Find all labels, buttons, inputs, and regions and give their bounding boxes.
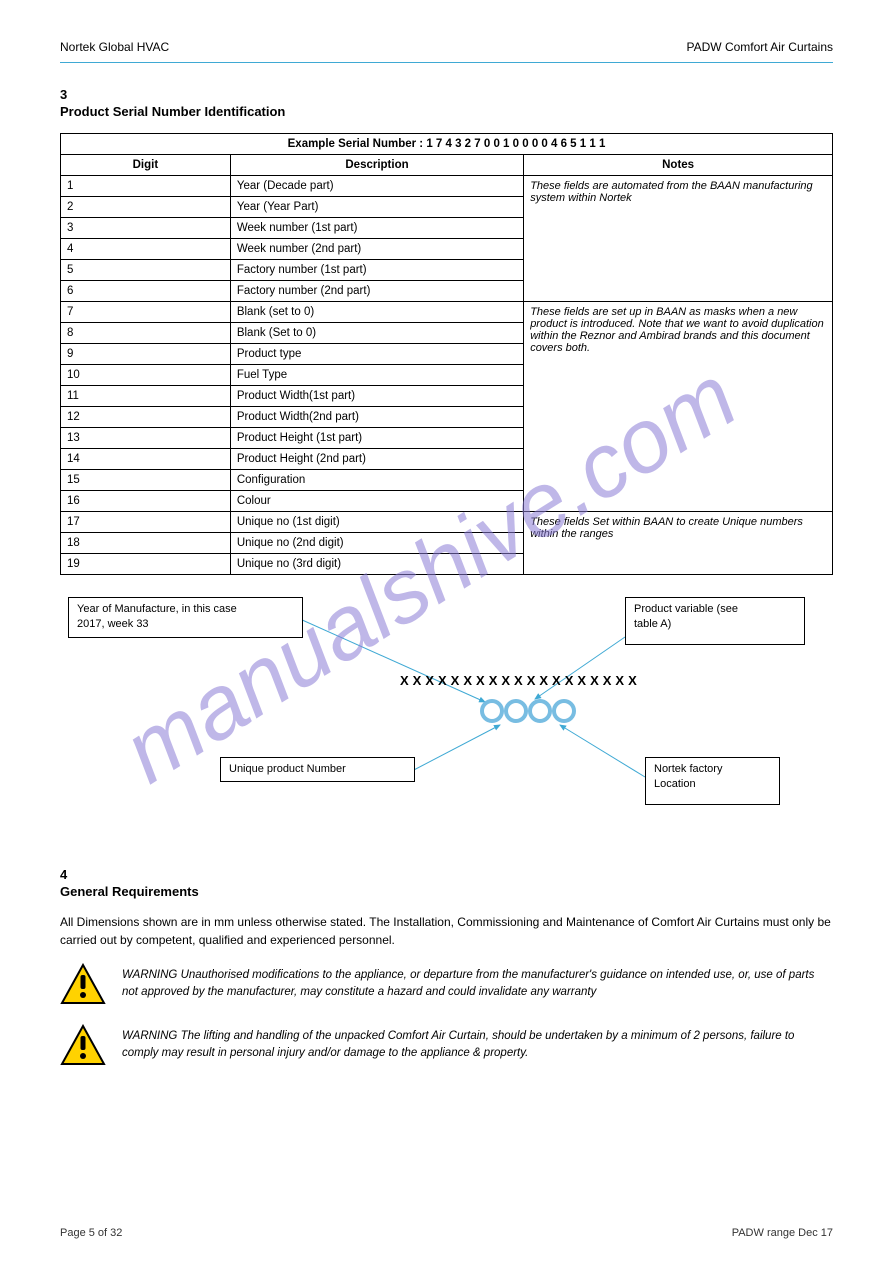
diagram-text: 2017, week 33 — [77, 618, 149, 630]
serial-table: Example Serial Number : 1 7 4 3 2 7 0 0 … — [60, 133, 833, 575]
table-cell: 11 — [61, 386, 231, 407]
general-paragraph: All Dimensions shown are in mm unless ot… — [60, 913, 833, 949]
table-cell: Colour — [230, 491, 523, 512]
warning-row: WARNING Unauthorised modifications to th… — [60, 963, 833, 1008]
table-cell: 14 — [61, 449, 231, 470]
section-number: 3 — [60, 87, 833, 102]
table-cell: 6 — [61, 281, 231, 302]
diagram-text: Nortek factory — [654, 763, 722, 775]
group-note: These fields Set within BAAN to create U… — [524, 512, 833, 575]
table-cell: Product type — [230, 344, 523, 365]
table-cell: 10 — [61, 365, 231, 386]
warning-icon — [60, 963, 106, 1008]
table-cell: 9 — [61, 344, 231, 365]
table-cell: Product Height (2nd part) — [230, 449, 523, 470]
table-cell: 4 — [61, 239, 231, 260]
table-cell: Year (Year Part) — [230, 197, 523, 218]
table-cell: 19 — [61, 554, 231, 575]
header-divider — [60, 62, 833, 63]
table-cell: 5 — [61, 260, 231, 281]
col-digit: Digit — [61, 155, 231, 176]
diagram-text: Year of Manufacture, in this case — [77, 603, 237, 615]
table-cell: Fuel Type — [230, 365, 523, 386]
table-cell: Product Width(2nd part) — [230, 407, 523, 428]
col-desc: Description — [230, 155, 523, 176]
diagram-text: Location — [654, 778, 696, 790]
section4-title: General Requirements — [60, 884, 833, 899]
table-title: Example Serial Number : 1 7 4 3 2 7 0 0 … — [61, 134, 833, 155]
warning-text: WARNING Unauthorised modifications to th… — [122, 963, 833, 1002]
table-cell: Week number (1st part) — [230, 218, 523, 239]
table-cell: Product Width(1st part) — [230, 386, 523, 407]
table-cell: Unique no (1st digit) — [230, 512, 523, 533]
warning-icon — [60, 1024, 106, 1069]
diagram-box-factory: Nortek factory Location — [645, 757, 780, 805]
serial-diagram: Year of Manufacture, in this case 2017, … — [60, 597, 833, 837]
header-right: PADW Comfort Air Curtains — [687, 40, 833, 54]
table-cell: 17 — [61, 512, 231, 533]
table-cell: Year (Decade part) — [230, 176, 523, 197]
table-cell: 1 — [61, 176, 231, 197]
warning-text: WARNING The lifting and handling of the … — [122, 1024, 833, 1063]
table-cell: Factory number (2nd part) — [230, 281, 523, 302]
table-cell: Configuration — [230, 470, 523, 491]
table-cell: Blank (set to 0) — [230, 302, 523, 323]
table-cell: Factory number (1st part) — [230, 260, 523, 281]
col-notes: Notes — [524, 155, 833, 176]
table-cell: 7 — [61, 302, 231, 323]
table-cell: 8 — [61, 323, 231, 344]
diagram-text: Unique product Number — [229, 763, 346, 775]
footer-left: Page 5 of 32 — [60, 1227, 122, 1239]
section4-number: 4 — [60, 867, 833, 882]
page-footer: Page 5 of 32 PADW range Dec 17 — [60, 1227, 833, 1239]
table-cell: 2 — [61, 197, 231, 218]
table-cell: 18 — [61, 533, 231, 554]
diagram-text: Product variable (see — [634, 603, 738, 615]
warning-row: WARNING The lifting and handling of the … — [60, 1024, 833, 1069]
table-cell: 13 — [61, 428, 231, 449]
header-left: Nortek Global HVAC — [60, 40, 169, 54]
table-cell: Unique no (2nd digit) — [230, 533, 523, 554]
diagram-text: table A) — [634, 618, 671, 630]
diagram-box-unique: Unique product Number — [220, 757, 415, 782]
group-note: These fields are set up in BAAN as masks… — [524, 302, 833, 512]
table-cell: Week number (2nd part) — [230, 239, 523, 260]
table-cell: Product Height (1st part) — [230, 428, 523, 449]
diagram-box-variable: Product variable (see table A) — [625, 597, 805, 645]
diagram-box-year: Year of Manufacture, in this case 2017, … — [68, 597, 303, 638]
table-cell: 12 — [61, 407, 231, 428]
table-cell: 3 — [61, 218, 231, 239]
table-cell: Blank (Set to 0) — [230, 323, 523, 344]
table-cell: 15 — [61, 470, 231, 491]
serial-circles-icon — [480, 697, 576, 728]
footer-right: PADW range Dec 17 — [732, 1227, 833, 1239]
section-title: Product Serial Number Identification — [60, 104, 833, 119]
serial-placeholder: XXXXXXXXXXXXXXXXXXX — [400, 673, 641, 688]
table-cell: Unique no (3rd digit) — [230, 554, 523, 575]
table-cell: 16 — [61, 491, 231, 512]
group-note: These fields are automated from the BAAN… — [524, 176, 833, 302]
